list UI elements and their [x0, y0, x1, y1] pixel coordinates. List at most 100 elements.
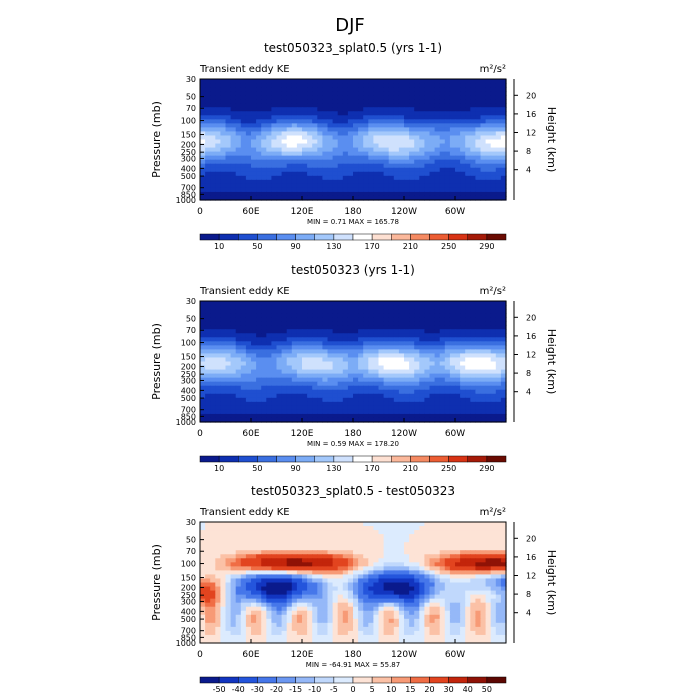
field-cell — [378, 558, 385, 563]
field-cell — [200, 385, 206, 391]
field-cell — [434, 99, 441, 104]
field-cell — [307, 131, 313, 137]
field-cell — [312, 179, 318, 185]
field-cell — [378, 417, 385, 423]
field-cell — [414, 365, 420, 371]
field-cell — [307, 111, 313, 116]
field-cell — [332, 183, 339, 189]
field-cell — [245, 333, 252, 338]
field-cell — [388, 566, 395, 571]
field-cell — [347, 562, 354, 567]
field-cell — [368, 522, 374, 527]
field-cell — [205, 598, 211, 604]
field-cell — [235, 594, 242, 600]
field-cell — [414, 550, 420, 555]
field-cell — [215, 534, 221, 539]
field-cell — [245, 353, 252, 359]
field-cell — [291, 582, 298, 588]
field-cell — [470, 409, 476, 415]
field-cell — [449, 582, 456, 588]
field-cell — [281, 175, 288, 181]
field-cell — [261, 522, 267, 527]
field-cell — [291, 143, 298, 149]
field-cell — [332, 578, 339, 584]
field-cell — [388, 546, 395, 551]
field-cell — [419, 590, 425, 596]
field-cell — [205, 377, 211, 383]
field-cell — [409, 309, 415, 314]
field-cell — [358, 159, 364, 165]
field-cell — [261, 369, 267, 375]
field-cell — [322, 542, 329, 547]
field-cell — [500, 179, 507, 185]
field-cell — [256, 87, 262, 92]
field-cell — [302, 393, 308, 399]
field-cell — [327, 107, 334, 112]
field-cell — [424, 143, 431, 149]
field-cell — [225, 305, 232, 310]
field-cell — [200, 313, 206, 318]
field-cell — [393, 155, 400, 161]
colorbar-swatch — [429, 455, 449, 463]
field-cell — [291, 321, 298, 326]
field-cell — [200, 79, 206, 84]
field-cell — [368, 179, 374, 185]
field-cell — [215, 171, 221, 177]
field-cell — [337, 397, 344, 403]
field-cell — [363, 123, 369, 128]
field-cell — [449, 570, 456, 576]
field-cell — [220, 91, 227, 96]
field-cell — [210, 345, 216, 350]
field-cell — [286, 341, 293, 346]
field-cell — [358, 321, 364, 326]
field-cell — [296, 590, 303, 596]
colorbar-swatch — [276, 455, 296, 463]
field-cell — [373, 143, 380, 149]
field-cell — [235, 417, 242, 423]
field-cell — [276, 373, 283, 379]
field-cell — [429, 131, 436, 137]
field-cell — [373, 570, 380, 576]
field-cell — [286, 353, 293, 359]
field-cell — [444, 163, 451, 169]
field-cell — [215, 183, 221, 189]
field-cell — [460, 405, 466, 411]
field-cell — [327, 175, 334, 181]
field-cell — [485, 151, 492, 157]
field-cell — [205, 95, 211, 100]
field-cell — [368, 377, 374, 383]
field-cell — [281, 151, 288, 157]
field-cell — [404, 353, 410, 359]
colorbar-swatch — [448, 455, 469, 463]
field-cell — [393, 586, 400, 592]
field-cell — [347, 570, 354, 576]
field-cell — [240, 123, 247, 128]
field-cell — [480, 321, 487, 326]
y-tick-label: 30 — [186, 297, 196, 306]
field-cell — [291, 305, 298, 310]
field-cell — [490, 353, 497, 359]
field-cell — [266, 111, 272, 116]
field-cell — [429, 397, 436, 403]
field-cell — [495, 365, 502, 371]
field-cell — [220, 413, 227, 419]
field-cell — [332, 357, 339, 363]
field-cell — [434, 401, 441, 407]
field-cell — [271, 139, 278, 145]
field-cell — [449, 135, 456, 141]
field-cell — [240, 183, 247, 189]
field-cell — [378, 546, 385, 551]
field-cell — [485, 369, 492, 375]
field-cell — [312, 119, 318, 124]
field-cell — [358, 417, 364, 423]
field-cell — [490, 123, 497, 128]
field-cell — [460, 309, 466, 314]
field-cell — [470, 522, 476, 527]
field-cell — [485, 167, 492, 173]
field-cell — [245, 87, 252, 92]
field-cell — [460, 183, 466, 189]
field-cell — [373, 111, 380, 116]
field-cell — [235, 550, 242, 555]
field-cell — [240, 405, 247, 411]
field-cell — [281, 321, 288, 326]
